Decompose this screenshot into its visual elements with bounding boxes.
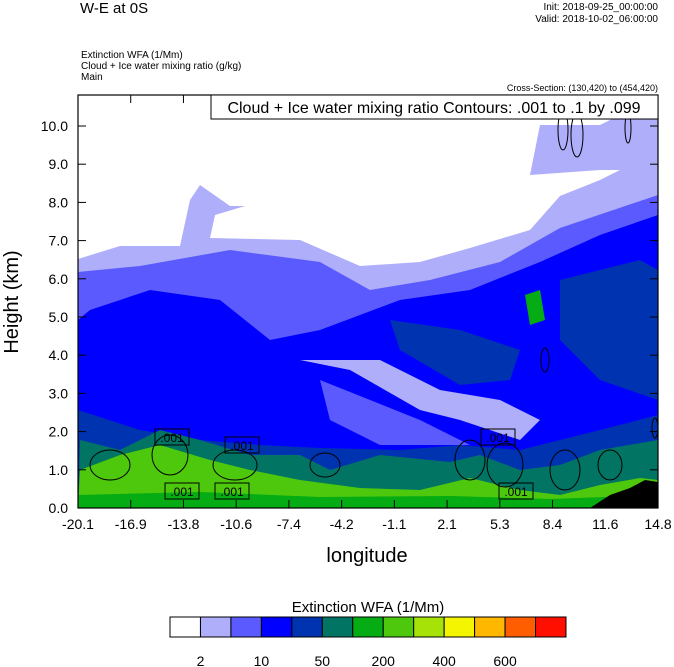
colorbar-label: 600 — [493, 653, 517, 667]
contour-line — [454, 439, 486, 481]
contour-line — [486, 442, 524, 488]
contour-label: .001 — [230, 439, 254, 453]
colorbar-swatch — [352, 616, 384, 638]
colorbar-label: 10 — [254, 653, 270, 667]
colorbar-label: 2 — [197, 653, 205, 667]
colorbar-swatch — [504, 616, 537, 638]
colorbar-label: 50 — [315, 653, 331, 667]
contour-info: Cloud + Ice water mixing ratio Contours:… — [227, 100, 640, 117]
valid-time: Valid: 2018-10-02_06:00:00 — [535, 14, 658, 25]
contour-label-box — [498, 482, 534, 500]
field-dark-right — [560, 260, 658, 400]
colorbar-swatch — [169, 616, 201, 638]
contour-line — [597, 449, 623, 481]
subtitle-extinction: Extinction WFA (1/Mm) — [81, 50, 183, 61]
contour-label: .001 — [170, 485, 194, 499]
field-mid-band — [320, 380, 470, 445]
contour-label: .001 — [486, 431, 510, 445]
y-tick-label: 2.0 — [49, 424, 69, 440]
x-axis-label: longitude — [326, 545, 407, 567]
contour-line — [212, 449, 258, 481]
y-tick-label: 7.0 — [49, 233, 69, 249]
subtitle-cloud-ice: Cloud + Ice water mixing ratio (g/kg) — [81, 61, 242, 72]
colorbar-swatch — [230, 616, 262, 638]
colorbar-swatch — [413, 616, 445, 638]
field-bright-green — [78, 445, 658, 508]
contour-label-box — [480, 428, 516, 446]
x-tick-label: -10.6 — [220, 516, 252, 532]
colorbar-label: 400 — [432, 653, 456, 667]
contour-line — [549, 449, 581, 491]
colorbar-swatch — [474, 616, 506, 638]
x-tick-label: -13.8 — [167, 516, 199, 532]
x-tick-label: 2.1 — [437, 516, 457, 532]
colorbar-label: 200 — [372, 653, 396, 667]
x-tick-label: -4.2 — [330, 516, 354, 532]
colorbar-swatch — [260, 616, 293, 638]
x-tick-label: 14.8 — [644, 516, 671, 532]
contour-label-box — [164, 482, 200, 500]
x-tick-label: 8.4 — [543, 516, 563, 532]
contour-label-box — [154, 428, 190, 446]
colorbar-swatch — [443, 616, 476, 638]
colorbar-swatch — [535, 616, 567, 638]
contour-label: .001 — [160, 431, 184, 445]
colorbar-swatch — [321, 616, 354, 638]
field-dark — [390, 320, 520, 385]
colorbar-swatch — [382, 616, 415, 638]
axis-ticks: -20.1 -16.9 -13.8 -10.6 -7.4 -4.2 -1.1 2.1 5.3 8.… — [41, 95, 672, 532]
contour-line — [309, 452, 341, 478]
y-tick-label: 6.0 — [49, 271, 69, 287]
x-tick-label: 11.6 — [592, 516, 618, 532]
contour-label-box — [224, 436, 260, 454]
init-time: Init: 2018-09-25_00:00:00 — [543, 2, 658, 13]
contour-labels: .001 .001 .001 .001 .001 .001 — [154, 428, 534, 500]
colorbar-swatch — [199, 616, 232, 638]
y-tick-label: 5.0 — [49, 309, 69, 325]
y-tick-label: 3.0 — [49, 385, 69, 401]
x-tick-label: 5.3 — [490, 516, 510, 532]
subtitle-main: Main — [81, 72, 103, 83]
y-tick-label: 1.0 — [49, 462, 69, 478]
contour-line — [89, 449, 131, 481]
plot-title: W-E at 0S — [80, 0, 149, 17]
y-tick-label: 8.0 — [49, 194, 69, 210]
contour-label: .001 — [504, 485, 528, 499]
cross-section-label: Cross-Section: (130,420) to (454,420) — [506, 83, 658, 93]
y-tick-label: 10.0 — [41, 118, 68, 134]
colorbar: 2 10 50 200 400 600 — [169, 616, 567, 667]
terrain — [590, 480, 658, 508]
colorbar-title: Extinction WFA (1/Mm) — [292, 599, 445, 616]
x-tick-label: -1.1 — [382, 516, 406, 532]
cloud-contours — [89, 109, 659, 491]
x-tick-label: -16.9 — [115, 516, 147, 532]
field-green-spot — [525, 290, 545, 325]
contour-line — [151, 434, 189, 476]
contour-label: .001 — [220, 485, 244, 499]
y-axis-label: Height (km) — [1, 250, 23, 353]
contour-label-box — [214, 482, 250, 500]
field-ice-top — [530, 110, 658, 175]
contour-info-box — [210, 94, 659, 120]
y-tick-label: 9.0 — [49, 156, 69, 172]
y-tick-label: 4.0 — [49, 347, 69, 363]
y-tick-label: 0.0 — [49, 500, 69, 516]
extinction-field — [78, 110, 658, 508]
x-tick-label: -20.1 — [62, 516, 94, 532]
field-green-low — [78, 492, 658, 508]
field-light-band — [300, 360, 540, 440]
colorbar-swatch — [291, 616, 323, 638]
x-tick-label: -7.4 — [277, 516, 301, 532]
contour-line — [540, 347, 550, 373]
